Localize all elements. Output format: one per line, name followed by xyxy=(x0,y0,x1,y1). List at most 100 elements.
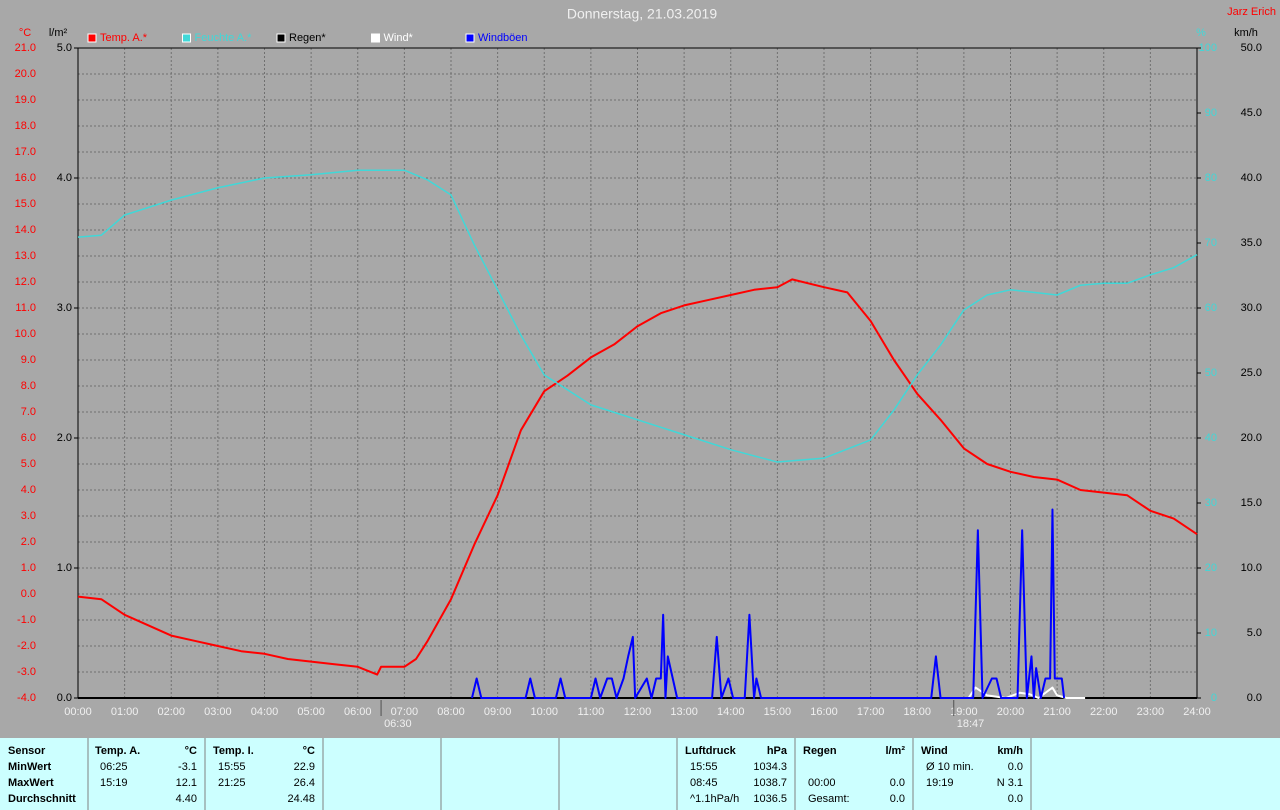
y-tick-label: 10.0 xyxy=(15,328,36,340)
x-tick-label: 14:00 xyxy=(717,706,745,718)
y2-tick-label: 3.0 xyxy=(57,302,72,314)
y4-unit: km/h xyxy=(1234,27,1258,39)
x-tick-label: 10:00 xyxy=(530,706,558,718)
y-tick-label: 19.0 xyxy=(15,94,36,106)
y3-tick-label: 40 xyxy=(1205,432,1217,444)
x-tick-label: 07:00 xyxy=(391,706,419,718)
annotation-label: 06:30 xyxy=(384,718,412,730)
y-tick-label: 12.0 xyxy=(15,276,36,288)
x-tick-label: 08:00 xyxy=(437,706,465,718)
y-unit: °C xyxy=(19,27,31,39)
y3-tick-label: 80 xyxy=(1205,172,1217,184)
table-value: 0.0 xyxy=(890,793,905,805)
series-line xyxy=(77,278,1198,676)
x-tick-label: 23:00 xyxy=(1137,706,1165,718)
y4-tick-label: 40.0 xyxy=(1241,172,1262,184)
table-value: 24.48 xyxy=(287,793,315,805)
table-time: 15:55 xyxy=(218,761,246,773)
y4-tick-label: 0.0 xyxy=(1247,692,1262,704)
table-value: 0.0 xyxy=(890,777,905,789)
table-header: Temp. A. xyxy=(95,745,140,757)
y-tick-label: -4.0 xyxy=(17,692,36,704)
table-header: Luftdruck xyxy=(685,745,737,757)
x-tick-label: 03:00 xyxy=(204,706,232,718)
y3-tick-label: 30 xyxy=(1205,497,1217,509)
x-tick-label: 22:00 xyxy=(1090,706,1118,718)
x-tick-label: 15:00 xyxy=(764,706,792,718)
y2-tick-label: 0.0 xyxy=(57,692,72,704)
table-unit: km/h xyxy=(997,745,1023,757)
x-tick-label: 04:00 xyxy=(251,706,279,718)
x-tick-label: 21:00 xyxy=(1043,706,1071,718)
y-tick-label: 3.0 xyxy=(21,510,36,522)
table-time: 00:00 xyxy=(808,777,836,789)
y3-tick-label: 90 xyxy=(1205,107,1217,119)
table-value: 1038.7 xyxy=(753,777,787,789)
y-tick-label: 17.0 xyxy=(15,146,36,158)
y-tick-label: 14.0 xyxy=(15,224,36,236)
table-background xyxy=(0,738,1280,810)
series-line xyxy=(77,169,1198,463)
y-tick-label: 6.0 xyxy=(21,432,36,444)
y3-tick-label: 20 xyxy=(1205,562,1217,574)
x-tick-label: 24:00 xyxy=(1183,706,1211,718)
y-tick-label: 16.0 xyxy=(15,172,36,184)
table-value: 26.4 xyxy=(294,777,315,789)
y3-tick-label: 50 xyxy=(1205,367,1217,379)
x-tick-label: 16:00 xyxy=(810,706,838,718)
x-tick-label: 12:00 xyxy=(624,706,652,718)
y3-tick-label: 60 xyxy=(1205,302,1217,314)
x-tick-label: 06:00 xyxy=(344,706,372,718)
y-tick-label: -3.0 xyxy=(17,666,36,678)
y-tick-label: -1.0 xyxy=(17,614,36,626)
table-time: Gesamt: xyxy=(808,793,850,805)
table-unit: hPa xyxy=(767,745,788,757)
table-value: 0.0 xyxy=(1008,793,1023,805)
y4-tick-label: 10.0 xyxy=(1241,562,1262,574)
x-tick-label: 00:00 xyxy=(64,706,92,718)
y-tick-label: 20.0 xyxy=(15,68,36,80)
y-tick-label: 13.0 xyxy=(15,250,36,262)
y3-tick-label: 100 xyxy=(1199,42,1217,54)
table-value: 0.0 xyxy=(1008,761,1023,773)
table-header: Sensor xyxy=(8,745,46,757)
legend-label: Feuchte A.* xyxy=(195,32,253,44)
table-value: 12.1 xyxy=(176,777,197,789)
table-time: ^1.1hPa/h xyxy=(690,793,739,805)
y2-tick-label: 2.0 xyxy=(57,432,72,444)
y-tick-label: -2.0 xyxy=(17,640,36,652)
x-tick-label: 19:00 xyxy=(950,706,978,718)
table-value: -3.1 xyxy=(178,761,197,773)
table-header: Temp. I. xyxy=(213,745,254,757)
table-value: 22.9 xyxy=(294,761,315,773)
table-unit: l/m² xyxy=(885,745,905,757)
y-tick-label: 8.0 xyxy=(21,380,36,392)
y2-unit: l/m² xyxy=(49,27,68,39)
x-tick-label: 18:00 xyxy=(903,706,931,718)
legend-label: Windböen xyxy=(478,32,528,44)
y3-tick-label: 10 xyxy=(1205,627,1217,639)
legend-swatch xyxy=(182,33,191,43)
legend-label: Temp. A.* xyxy=(100,32,148,44)
table-time: 21:25 xyxy=(218,777,246,789)
y-tick-label: 11.0 xyxy=(15,302,36,314)
x-tick-label: 05:00 xyxy=(297,706,325,718)
legend-label: Regen* xyxy=(289,32,326,44)
y-tick-label: 4.0 xyxy=(21,484,36,496)
y3-tick-label: 70 xyxy=(1205,237,1217,249)
series-line xyxy=(471,508,1066,699)
y4-tick-label: 25.0 xyxy=(1241,367,1262,379)
legend-swatch xyxy=(371,33,380,43)
y2-tick-label: 1.0 xyxy=(57,562,72,574)
legend-swatch xyxy=(87,33,97,43)
table-time: 08:45 xyxy=(690,777,718,789)
x-tick-label: 17:00 xyxy=(857,706,885,718)
y-tick-label: 18.0 xyxy=(15,120,36,132)
table-time: Ø 10 min. xyxy=(926,761,974,773)
table-value: 1036.5 xyxy=(753,793,787,805)
y-tick-label: 2.0 xyxy=(21,536,36,548)
table-time: 06:25 xyxy=(100,761,128,773)
legend-swatch xyxy=(465,33,475,43)
